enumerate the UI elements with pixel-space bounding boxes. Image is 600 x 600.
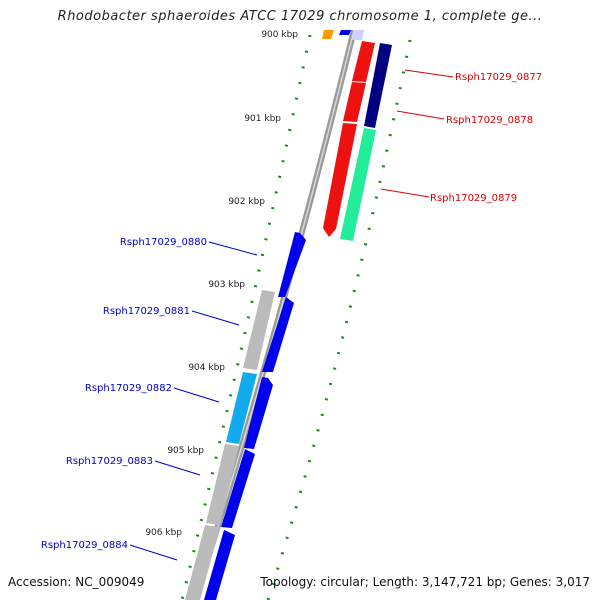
tick-label: 902 kbp <box>228 197 265 207</box>
gene-label-rsph17029-0881[interactable]: Rsph17029_0881 <box>103 306 190 317</box>
accession-text: Accession: NC_009049 <box>8 575 145 589</box>
gene-rsph17029-0881-fwd[interactable] <box>262 297 294 372</box>
gene-rsph17029-0877[interactable] <box>352 41 375 82</box>
tick-label: 903 kbp <box>208 280 245 290</box>
gene-rsph17029-0882[interactable] <box>226 372 257 444</box>
gene-label-rsph17029-0884[interactable]: Rsph17029_0884 <box>41 540 128 551</box>
label-leader <box>380 188 430 198</box>
gene-label-rsph17029-0880[interactable]: Rsph17029_0880 <box>120 237 207 248</box>
gene-rsph17029-0884-fwd[interactable] <box>204 530 235 600</box>
gene-top-lavender[interactable] <box>352 30 364 40</box>
label-leader <box>191 310 240 326</box>
tick-label: 905 kbp <box>167 446 204 456</box>
topology-summary: Topology: circular; Length: 3,147,721 bp… <box>260 575 590 589</box>
gene-rsph17029-0881[interactable] <box>243 290 275 370</box>
label-leader <box>396 110 445 120</box>
gene-top-orange[interactable] <box>322 30 334 39</box>
gene-label-rsph17029-0879[interactable]: Rsph17029_0879 <box>430 193 517 204</box>
label-leader <box>154 460 201 476</box>
gene-rsph17029-0883-fwd[interactable] <box>221 449 255 528</box>
gene-rsph17029-0884[interactable] <box>185 525 220 600</box>
label-leader <box>129 544 178 561</box>
tick-labels: 900 kbp 901 kbp 902 kbp 903 kbp 904 kbp … <box>145 30 298 538</box>
gene-label-rsph17029-0877[interactable]: Rsph17029_0877 <box>455 72 542 83</box>
gene-rsph17029-0880[interactable] <box>278 232 306 297</box>
gene-label-rsph17029-0883[interactable]: Rsph17029_0883 <box>66 456 153 467</box>
label-leader <box>173 387 220 403</box>
label-leader <box>208 241 258 256</box>
gene-top-blue[interactable] <box>339 30 351 35</box>
gene-label-rsph17029-0878[interactable]: Rsph17029_0878 <box>446 115 533 126</box>
gene-label-rsph17029-0882[interactable]: Rsph17029_0882 <box>85 383 172 394</box>
gene-dark-blue[interactable] <box>364 43 392 128</box>
gene-aquamarine[interactable] <box>340 128 376 241</box>
label-leader <box>404 69 454 78</box>
tick-label: 904 kbp <box>188 363 225 373</box>
gene-rsph17029-0878[interactable] <box>343 82 366 122</box>
gene-rsph17029-0882-fwd[interactable] <box>244 377 273 449</box>
dotted-ring-right <box>266 39 412 600</box>
left-gene-labels: Rsph17029_0880 Rsph17029_0881 Rsph17029_… <box>41 237 258 561</box>
tick-label: 906 kbp <box>145 528 182 538</box>
map-title: Rhodobacter sphaeroides ATCC 17029 chrom… <box>57 9 543 24</box>
gene-rsph17029-0879[interactable] <box>323 123 357 237</box>
tick-label: 901 kbp <box>244 114 281 124</box>
tick-label: 900 kbp <box>261 30 298 40</box>
right-gene-labels: Rsph17029_0877 Rsph17029_0878 Rsph17029_… <box>380 69 542 204</box>
gene-rsph17029-0883[interactable] <box>206 444 239 525</box>
